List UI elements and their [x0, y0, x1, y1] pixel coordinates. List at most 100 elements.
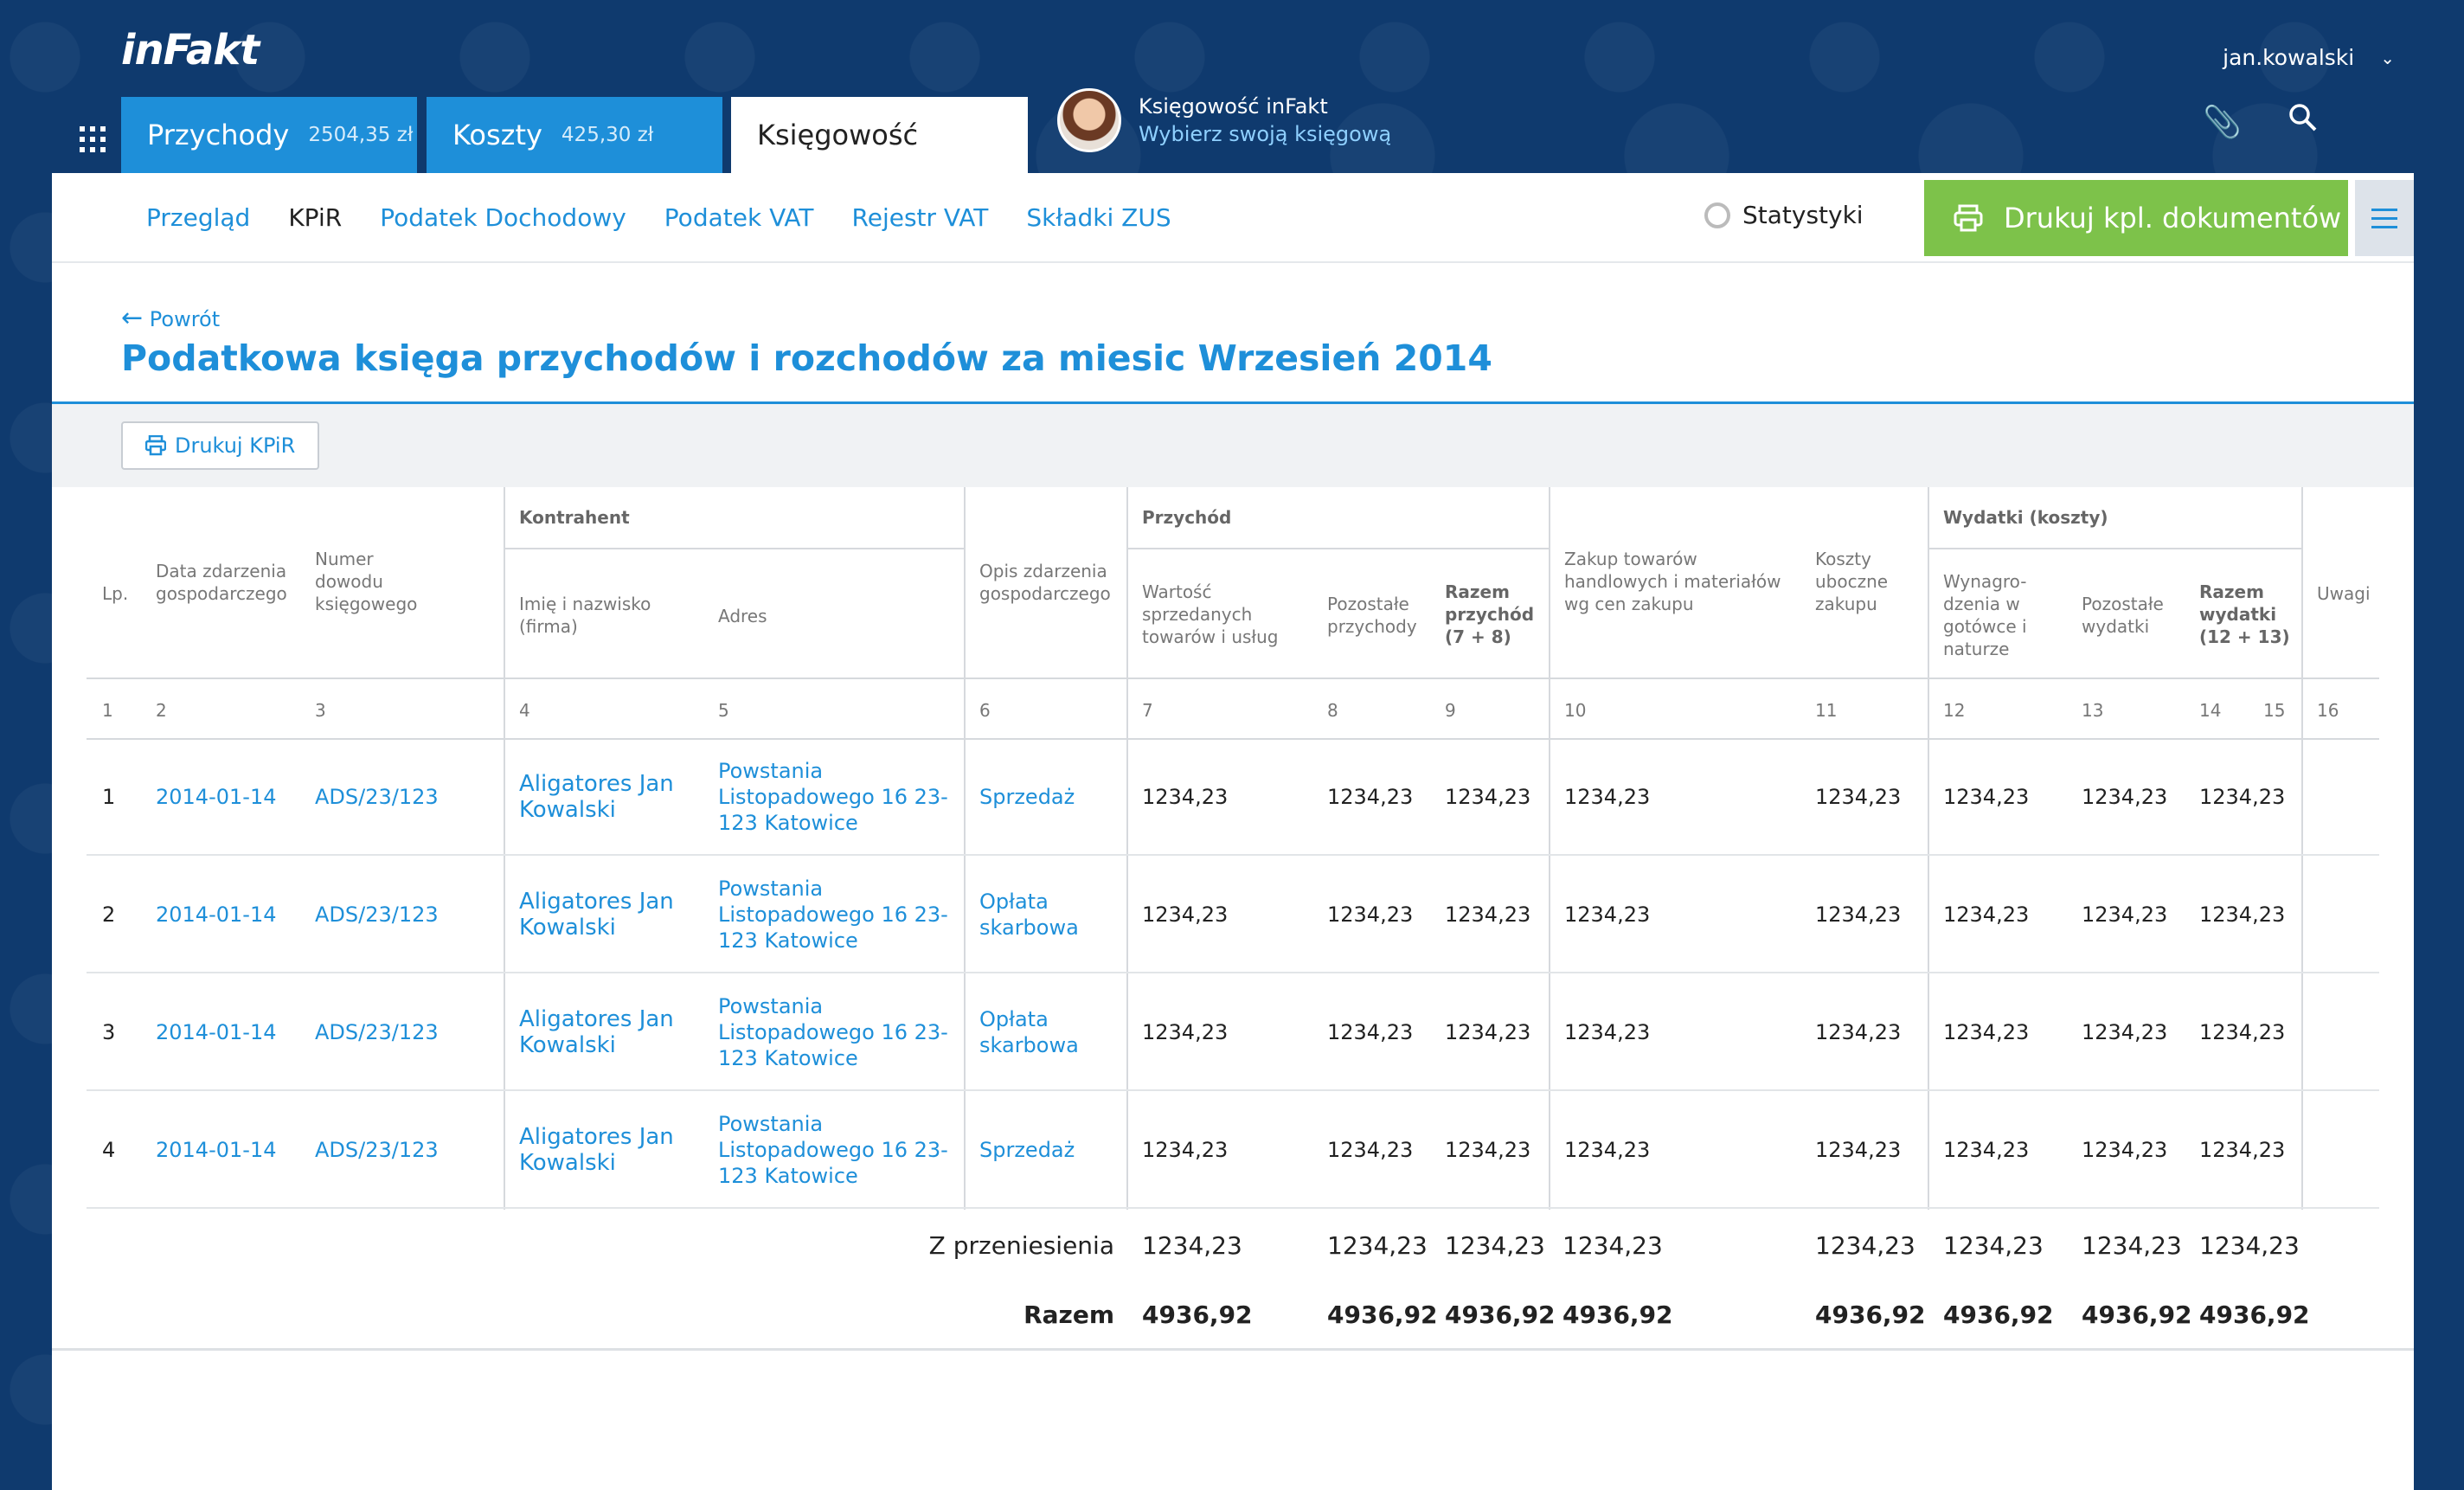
cell-v9: 1234,23: [1445, 1020, 1531, 1044]
cell-doc[interactable]: ADS/23/123: [315, 785, 439, 809]
cell-v7: 1234,23: [1142, 1020, 1229, 1044]
cell-v14: 1234,23: [2199, 1020, 2286, 1044]
cell-v14: 1234,23: [2199, 785, 2286, 809]
subnav-podatek-vat[interactable]: Podatek VAT: [664, 202, 814, 232]
cell-name[interactable]: Aligatores Jan Kowalski: [519, 889, 674, 941]
statistics-label: Statystyki: [1742, 201, 1864, 229]
table-row[interactable]: 1 2014-01-14 ADS/23/123 Aligatores Jan Kowa…: [87, 738, 2379, 856]
table-row[interactable]: 3 2014-01-14 ADS/23/123 Aligatores Jan Kowa…: [87, 973, 2379, 1091]
cell-v13: 1234,23: [2082, 1138, 2168, 1162]
chevron-down-icon: ⌄: [2380, 47, 2395, 68]
cell-addr[interactable]: Powstania Listopadowego 16 23-123 Katowi…: [718, 1112, 948, 1188]
subnav-kpir[interactable]: KPiR: [288, 202, 343, 232]
subnav-rejestr-vat[interactable]: Rejestr VAT: [851, 202, 989, 232]
header-address: Adres: [718, 606, 767, 626]
paperclip-icon[interactable]: 📎: [2203, 105, 2242, 140]
tab-ksiegowosc[interactable]: Księgowość: [731, 97, 1028, 173]
cell-v8: 1234,23: [1327, 902, 1414, 927]
cell-v11: 1234,23: [1815, 1138, 1902, 1162]
accountant-selector[interactable]: Księgowość inFakt Wybierz swoją księgową: [1057, 88, 1391, 152]
cell-v8: 1234,23: [1327, 1020, 1414, 1044]
cell-date[interactable]: 2014-01-14: [156, 902, 277, 927]
colnum: 11: [1815, 700, 1838, 721]
cell-v14: 1234,23: [2199, 1138, 2286, 1162]
header-sales: Wartość sprzedanych towarów i usług: [1142, 581, 1279, 647]
toolbar: Drukuj KPiR: [52, 404, 2414, 487]
cell-v11: 1234,23: [1815, 785, 1902, 809]
cell-v8: 1234,23: [1327, 1138, 1414, 1162]
cell-v12: 1234,23: [1943, 785, 2030, 809]
cell-addr[interactable]: Powstania Listopadowego 16 23-123 Katowi…: [718, 877, 948, 953]
cell-v10: 1234,23: [1564, 785, 1651, 809]
cell-addr[interactable]: Powstania Listopadowego 16 23-123 Katowi…: [718, 994, 948, 1070]
tab-koszty[interactable]: Koszty 425,30 zł: [427, 97, 722, 173]
print-kpir-button[interactable]: Drukuj KPiR: [121, 421, 320, 470]
cell-name[interactable]: Aligatores Jan Kowalski: [519, 771, 674, 823]
back-link[interactable]: ← Powrót: [121, 303, 220, 333]
cell-v12: 1234,23: [1943, 902, 2030, 927]
cell-v11: 1234,23: [1815, 1020, 1902, 1044]
cell-doc[interactable]: ADS/23/123: [315, 1020, 439, 1044]
table-row[interactable]: 4 2014-01-14 ADS/23/123 Aligatores Jan Kowa…: [87, 1091, 2379, 1209]
cell-v7: 1234,23: [1142, 785, 1229, 809]
apps-grid-icon[interactable]: [80, 126, 106, 152]
kpir-table: Lp. Data zdarzenia gospodarczego Numer d…: [87, 487, 2379, 1352]
statistics-link[interactable]: Statystyki: [1704, 201, 1864, 229]
choose-accountant-link[interactable]: Wybierz swoją księgową: [1139, 122, 1392, 146]
tab-label: Koszty: [452, 119, 542, 151]
cell-lp: 2: [102, 902, 116, 927]
cell-desc[interactable]: Opłata skarbowa: [979, 890, 1079, 940]
cell-v13: 1234,23: [2082, 785, 2168, 809]
cell-desc[interactable]: Sprzedaż: [979, 1138, 1075, 1162]
cell-v7: 1234,23: [1142, 1138, 1229, 1162]
total-label: Razem: [1023, 1301, 1114, 1329]
colnum: 6: [979, 700, 991, 721]
cell-v14: 1234,23: [2199, 902, 2286, 927]
colnum: 8: [1327, 700, 1338, 721]
colnum: 14: [2199, 700, 2222, 721]
cell-v7: 1234,23: [1142, 902, 1229, 927]
cell-date[interactable]: 2014-01-14: [156, 785, 277, 809]
header-side-costs: Koszty uboczne zakupu: [1815, 549, 1889, 614]
print-kpir-label: Drukuj KPiR: [175, 434, 296, 458]
table-row[interactable]: 2 2014-01-14 ADS/23/123 Aligatores Jan Kowa…: [87, 856, 2379, 973]
cell-doc[interactable]: ADS/23/123: [315, 902, 439, 927]
tab-przychody[interactable]: Przychody 2504,35 zł: [121, 97, 417, 173]
cell-name[interactable]: Aligatores Jan Kowalski: [519, 1124, 674, 1176]
header-date: Data zdarzenia gospodarczego: [156, 561, 287, 604]
cell-v9: 1234,23: [1445, 902, 1531, 927]
cell-name[interactable]: Aligatores Jan Kowalski: [519, 1006, 674, 1058]
colnum: 16: [2317, 700, 2339, 721]
app-logo[interactable]: inFakt: [121, 26, 260, 74]
cell-addr[interactable]: Powstania Listopadowego 16 23-123 Katowi…: [718, 759, 948, 835]
header-other-exp: Pozostałe wydatki: [2082, 594, 2164, 637]
accountant-name: Księgowość inFakt: [1139, 94, 1328, 119]
header-kontrahent: Kontrahent: [519, 507, 630, 528]
cell-v11: 1234,23: [1815, 902, 1902, 927]
colnum: 12: [1943, 700, 1966, 721]
page-title: Podatkowa księga przychodów i rozchodów …: [121, 337, 1492, 379]
hamburger-menu-icon[interactable]: [2355, 180, 2414, 256]
tab-label: Księgowość: [757, 119, 919, 151]
carried-v8: 1234,23: [1327, 1231, 1428, 1260]
subnav-skladki-zus[interactable]: Składki ZUS: [1026, 202, 1171, 232]
cell-desc[interactable]: Opłata skarbowa: [979, 1007, 1079, 1057]
carried-label: Z przeniesienia: [928, 1231, 1114, 1260]
cell-doc[interactable]: ADS/23/123: [315, 1138, 439, 1162]
subnav-przeglad[interactable]: Przegląd: [146, 202, 251, 232]
user-menu[interactable]: jan.kowalski ⌄: [2223, 45, 2395, 70]
carried-v14: 1234,23: [2199, 1231, 2300, 1260]
arrow-left-icon: ←: [121, 303, 144, 333]
cell-date[interactable]: 2014-01-14: [156, 1020, 277, 1044]
cell-date[interactable]: 2014-01-14: [156, 1138, 277, 1162]
sub-navigation: Przegląd KPiR Podatek Dochodowy Podatek …: [52, 173, 2414, 263]
search-icon[interactable]: [2288, 102, 2319, 141]
cell-desc[interactable]: Sprzedaż: [979, 785, 1075, 809]
header-purchase: Zakup towarów handlowych i materiałów wg…: [1564, 549, 1781, 614]
total-v10: 4936,92: [1562, 1301, 1673, 1329]
table-bottom-divider: [52, 1348, 2414, 1351]
subnav-podatek-dochodowy[interactable]: Podatek Dochodowy: [380, 202, 626, 232]
total-v8: 4936,92: [1327, 1301, 1438, 1329]
print-documents-button[interactable]: Drukuj kpl. dokumentów: [1924, 180, 2348, 256]
tab-amount: 425,30 zł: [561, 124, 654, 146]
